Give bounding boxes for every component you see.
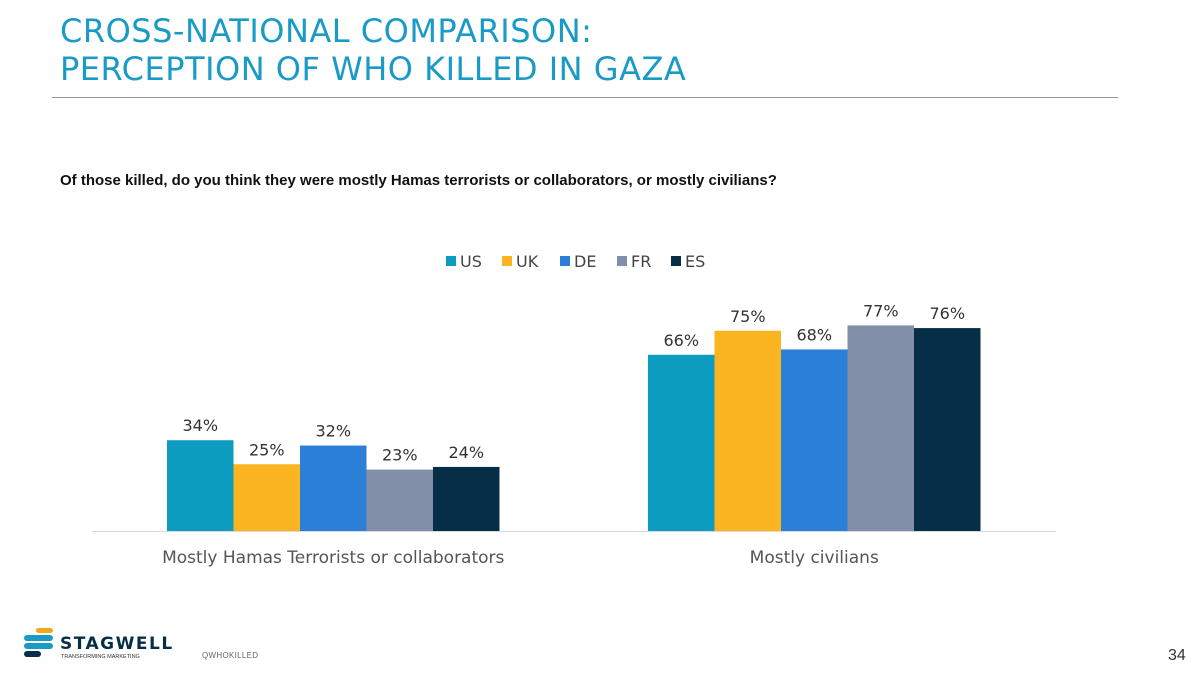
bar-es-mostly-hamas-terrorists-or-collaborators [433,466,500,531]
data-label-de-mostly-civilians: 68% [796,325,832,344]
bar-us-mostly-civilians [648,354,715,531]
category-label-mostly-civilians: Mostly civilians [750,548,879,568]
bar-de-mostly-hamas-terrorists-or-collaborators [300,445,367,531]
legend-swatch-de [560,256,570,266]
slide-title-line-2: PERCEPTION OF WHO KILLED IN GAZA [60,50,687,88]
stagwell-logo-name: STAGWELL [60,634,174,654]
bar-de-mostly-civilians [781,349,848,531]
bar-uk-mostly-hamas-terrorists-or-collaborators [233,464,300,531]
slide-title-line-1: CROSS-NATIONAL COMPARISON: [60,12,593,50]
survey-question: Of those killed, do you think they were … [60,172,777,189]
legend-label-us: US [460,252,482,271]
legend-swatch-us [446,256,456,266]
page-number: 34 [1168,647,1186,664]
stagwell-logo-mark: STAGWELL TRANSFORMING MARKETING [24,628,174,660]
legend-label-es: ES [685,252,705,271]
question-code: QWHOKILLED [202,651,259,660]
legend-swatch-fr [617,256,627,266]
bar-fr-mostly-civilians [847,325,914,531]
data-label-us-mostly-civilians: 66% [663,331,699,350]
data-label-fr-mostly-civilians: 77% [863,301,899,320]
title-divider [52,97,1118,98]
bar-fr-mostly-hamas-terrorists-or-collaborators [366,469,433,531]
legend-label-de: DE [574,252,596,271]
category-label-mostly-hamas-terrorists-or-collaborators: Mostly Hamas Terrorists or collaborators [162,548,504,568]
slide-title: CROSS-NATIONAL COMPARISON: PERCEPTION OF… [60,12,686,88]
legend-label-uk: UK [516,252,539,271]
data-label-us-mostly-hamas-terrorists-or-collaborators: 34% [182,416,218,435]
legend-swatch-uk [502,256,512,266]
data-label-de-mostly-hamas-terrorists-or-collaborators: 32% [315,422,351,441]
legend-label-fr: FR [631,252,651,271]
bar-es-mostly-civilians [914,328,981,531]
legend-swatch-es [671,256,681,266]
data-label-uk-mostly-civilians: 75% [730,307,766,326]
data-label-es-mostly-civilians: 76% [929,304,965,323]
bar-uk-mostly-civilians [714,330,781,531]
data-label-es-mostly-hamas-terrorists-or-collaborators: 24% [448,443,484,462]
stagwell-logo: STAGWELL TRANSFORMING MARKETING [22,628,187,665]
stagwell-logo-tagline: TRANSFORMING MARKETING [61,654,140,660]
data-label-uk-mostly-hamas-terrorists-or-collaborators: 25% [249,440,285,459]
bar-us-mostly-hamas-terrorists-or-collaborators [167,440,234,531]
data-label-fr-mostly-hamas-terrorists-or-collaborators: 23% [382,446,418,465]
